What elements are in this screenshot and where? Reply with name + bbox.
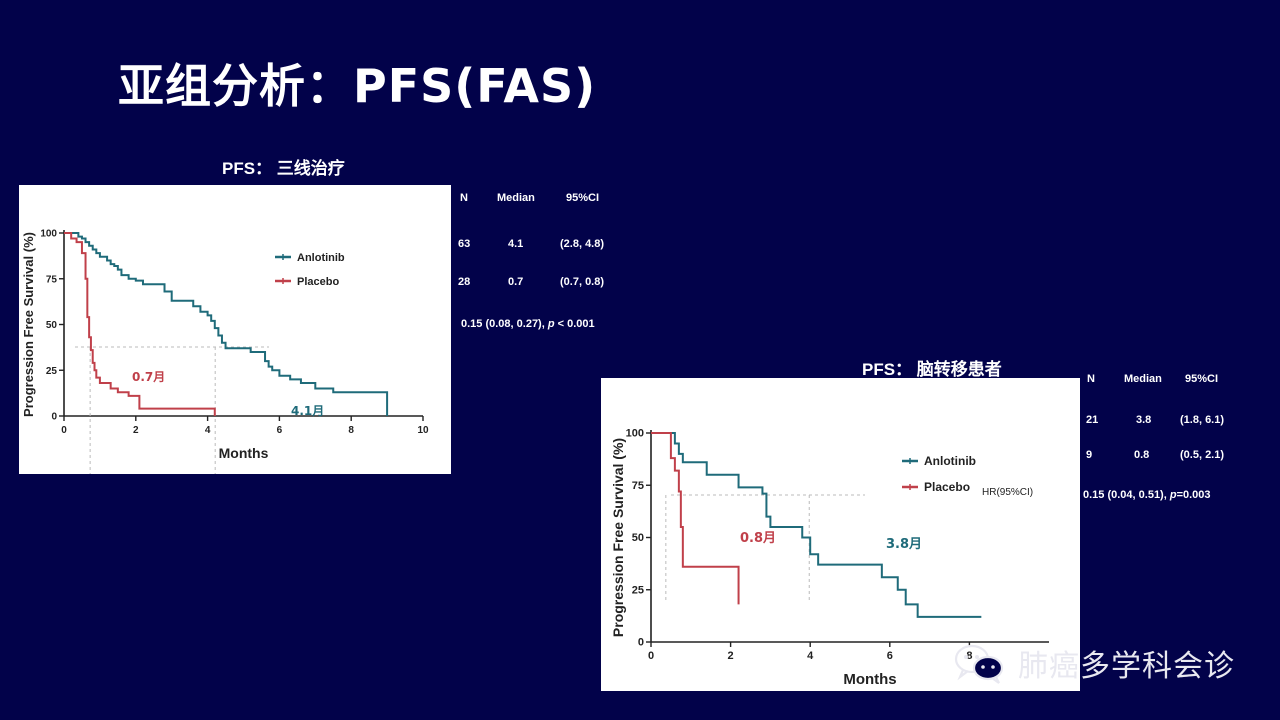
chart-1-x-tick-label: 6 — [277, 425, 283, 436]
chart-1-y-tick-label: 50 — [46, 320, 58, 331]
chart-2-anlotinib-median-label: 3.8月 — [886, 537, 922, 552]
panel-2-row1-n: 21 — [1086, 414, 1099, 426]
chart-1-plot: 0 25 50 75 100 0 2 4 6 8 10 Months Progression Free … — [21, 229, 429, 474]
chart-1-legend-anlotinib-label: Anlotinib — [297, 252, 345, 264]
chart-2-x-tick-label: 2 — [728, 650, 734, 662]
chart-2-x-tick-label: 8 — [966, 650, 972, 662]
chart-2-x-axis-title: Months — [843, 671, 896, 688]
chart-2-y-tick-label: 0 — [638, 637, 644, 649]
panel-2-row2-ci: (0.5, 2.1) — [1180, 449, 1225, 461]
panel-2-header-median: Median — [1124, 373, 1162, 385]
panel-2-hr: 0.15 (0.04, 0.51), p=0.003 — [1083, 489, 1211, 501]
wechat-icon — [954, 644, 1004, 684]
chart-2-x-tick-label: 4 — [807, 650, 814, 662]
chart-2-legend-anlotinib-label: Anlotinib — [924, 454, 976, 468]
chart-1-x-tick-label: 4 — [205, 425, 211, 436]
chart-1-y-tick-label: 75 — [46, 274, 58, 285]
panel-1-row1-ci: (2.8, 4.8) — [560, 238, 605, 250]
panel-2-row1-ci: (1.8, 6.1) — [1180, 414, 1225, 426]
panel-1-hr-value: 0.15 (0.08, 0.27), — [461, 318, 548, 330]
panel-1-header-median: Median — [497, 192, 535, 204]
chart-1-placebo-curve — [64, 232, 216, 416]
chart-1-y-tick-label: 25 — [46, 366, 58, 377]
chart-2-hr-label: HR(95%CI) — [982, 487, 1033, 498]
panel-2-title: PFS： 脑转移患者 — [862, 360, 1002, 379]
chart-1-placebo-median-label: 0.7月 — [132, 370, 165, 384]
chart-2-placebo-curve — [651, 432, 740, 605]
chart-1-x-tick-label: 0 — [61, 425, 67, 436]
chart-1-x-tick-label: 10 — [417, 425, 429, 436]
chart-2-x-tick-label: 0 — [648, 650, 654, 662]
chart-2-y-axis-title: Progression Free Survival (%) — [610, 438, 626, 637]
panel-2-row1-median: 3.8 — [1136, 414, 1152, 426]
chart-2-y-tick-label: 50 — [632, 532, 644, 544]
panel-1-p-value: < 0.001 — [554, 318, 595, 330]
chart-1-x-axis-title: Months — [219, 445, 269, 461]
panel-1-title: PFS： 三线治疗 — [222, 159, 345, 178]
chart-2-anlotinib-curve — [651, 432, 982, 618]
slide-title: 亚组分析：PFS(FAS) — [118, 59, 597, 113]
chart-1-anlotinib-curve — [64, 232, 389, 416]
panel-1-row2-n: 28 — [458, 276, 471, 288]
panel-2-p-symbol: p — [1169, 489, 1177, 501]
panel-1-hr: 0.15 (0.08, 0.27), p < 0.001 — [461, 318, 595, 330]
watermark-text: 肺癌多学科会诊 — [1018, 649, 1235, 684]
panel-1-row2-ci: (0.7, 0.8) — [560, 276, 605, 288]
panel-2-p-value: =0.003 — [1176, 489, 1211, 501]
chart-2-placebo-median-label: 0.8月 — [740, 531, 776, 546]
chart-1-anlotinib-median-label: 4.1月 — [291, 404, 324, 418]
panel-1-row1-n: 63 — [458, 238, 471, 250]
panel-1-header-n: N — [460, 192, 468, 204]
panel-2-row2-n: 9 — [1086, 449, 1093, 461]
panel-2-row2-median: 0.8 — [1134, 449, 1150, 461]
panel-1-header-ci: 95%CI — [566, 192, 600, 204]
chart-1-y-tick-label: 100 — [40, 229, 57, 240]
chart-1-legend-placebo-label: Placebo — [297, 276, 339, 288]
panel-1-row1-median: 4.1 — [508, 238, 524, 250]
panel-1-row2-median: 0.7 — [508, 276, 524, 288]
chart-1-y-axis-title: Progression Free Survival (%) — [21, 232, 36, 417]
chart-1-y-tick-label: 0 — [51, 412, 57, 423]
chart-2-container: 0 25 50 75 100 0 2 4 6 8 Months Progression Free Su… — [601, 378, 1080, 691]
chart-2-y-tick-label: 25 — [632, 584, 644, 596]
panel-2-header-ci: 95%CI — [1185, 373, 1219, 385]
chart-2-y-tick-label: 100 — [626, 428, 644, 440]
panel-2-hr-value: 0.15 (0.04, 0.51), — [1083, 489, 1170, 501]
chart-1-x-tick-label: 2 — [133, 425, 139, 436]
chart-2-plot: 0 25 50 75 100 0 2 4 6 8 Months Progression Free Su… — [610, 428, 1049, 688]
panel-2-header-n: N — [1087, 373, 1095, 385]
chart-2-y-tick-label: 75 — [632, 480, 644, 492]
panel-1-p-symbol: p — [547, 318, 555, 330]
chart-1-container: 0 25 50 75 100 0 2 4 6 8 10 Months Progression Free … — [19, 185, 451, 474]
chart-1-x-tick-label: 8 — [348, 425, 354, 436]
chart-2-legend-placebo-label: Placebo — [924, 480, 970, 494]
chart-2-x-tick-label: 6 — [887, 650, 893, 662]
watermark: 肺癌多学科会诊 — [952, 640, 1235, 686]
